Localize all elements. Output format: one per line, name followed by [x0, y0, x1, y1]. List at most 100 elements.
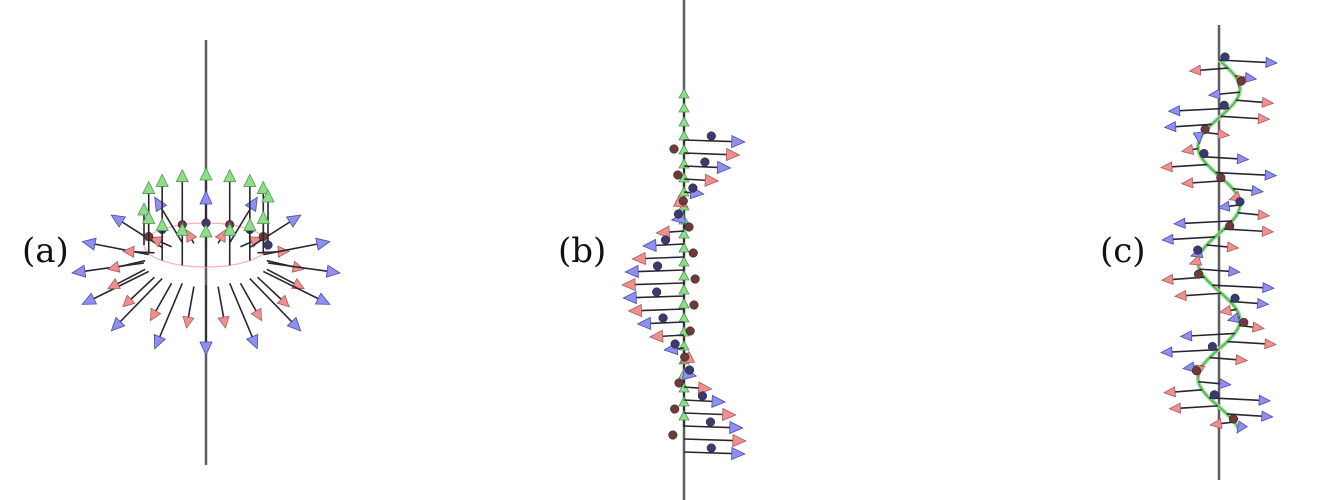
double-helix-arrow-shaft	[1230, 308, 1237, 312]
axis-green-arrow	[678, 410, 690, 427]
double-helix-arrow-head	[1218, 304, 1232, 316]
double-helix-arrow-head	[1261, 225, 1275, 237]
helix-ball	[670, 339, 680, 349]
ring-pink-arrow	[217, 286, 230, 329]
axis-green-arrow-head	[678, 102, 690, 113]
ring-green-arrow-head	[223, 168, 237, 183]
ring-pink-arrow-shaft	[257, 276, 282, 300]
panel-a-arrow-field	[71, 167, 341, 356]
ring-green-arrow-head	[223, 222, 237, 236]
double-helix-arrow	[1174, 289, 1222, 302]
axis-green-arrow-head	[678, 144, 690, 155]
ring-pink-arrow-head	[250, 307, 262, 322]
ring-blue-arrow	[199, 285, 213, 356]
double-helix-arrow	[1163, 121, 1212, 133]
double-helix-arrow	[1232, 184, 1264, 197]
ring-blue-arrow-head	[285, 214, 302, 228]
ring-green-arrow	[243, 217, 257, 261]
double-helix-arrow	[1218, 304, 1237, 316]
ring-pink-arrow-head	[150, 307, 162, 322]
double-helix-ball	[1191, 366, 1201, 376]
ring-pink-arrow-shaft	[217, 286, 225, 318]
double-helix-arrow	[1198, 378, 1232, 390]
helix-arrow-shaft	[683, 425, 730, 429]
ring-blue-arrow	[110, 277, 163, 332]
helix-arrow-head	[732, 433, 747, 448]
helix-arrow-head	[711, 394, 727, 408]
ring-green-arrow-head	[137, 202, 151, 216]
ring-blue-arrow-shaft	[93, 270, 150, 300]
ring-blue-arrow-head	[81, 292, 98, 305]
double-helix-ball	[1207, 342, 1217, 352]
ring-pink-arrow-head	[276, 294, 290, 308]
helix-arrow	[683, 134, 746, 149]
ring-pink-arrow	[150, 282, 173, 322]
ring-pink-arrow	[107, 259, 146, 273]
helix-arrow	[636, 316, 685, 331]
ring-green-arrow	[223, 222, 237, 266]
double-helix-arrow	[1188, 254, 1203, 266]
ring-blue-arrow	[249, 214, 302, 249]
double-helix-arrow-shaft	[1191, 332, 1235, 337]
helix-ball	[674, 378, 684, 388]
helix-arrow-shaft	[683, 451, 732, 455]
double-helix-arrow-head	[1217, 128, 1231, 140]
ring-pink-arrow-shaft	[117, 268, 146, 285]
ring-blue-arrow-shaft	[249, 221, 291, 249]
panel-b-label: (b)	[558, 231, 606, 271]
helix-ball	[688, 183, 698, 193]
helix-ball	[669, 144, 679, 154]
ring-green-arrow	[175, 222, 189, 266]
axis-green-arrow-head	[678, 410, 690, 421]
double-helix-arrow	[1226, 410, 1274, 422]
helix-arrow	[683, 407, 737, 422]
helix-arrow	[683, 147, 741, 162]
double-helix-arrow	[1179, 330, 1235, 342]
helix-ball	[705, 417, 716, 427]
double-helix-arrow	[1207, 88, 1240, 100]
double-helix-ball	[1220, 52, 1230, 62]
double-helix-arrow-head	[1235, 354, 1249, 366]
helix-arrow-head	[641, 238, 657, 252]
ring-pink-arrow	[107, 268, 146, 290]
ring-green-arrow-head	[142, 210, 156, 224]
helix-arrow	[648, 329, 685, 343]
ring-pink-arrow-shaft	[266, 268, 295, 285]
double-helix-arrow-head	[1257, 112, 1271, 125]
ring-blue-arrow	[81, 270, 150, 305]
double-helix-ball	[1193, 269, 1204, 279]
helix-arrow-shaft	[650, 321, 685, 325]
helix-arrow-shaft	[683, 412, 723, 416]
helix-ball	[706, 443, 716, 453]
double-helix-arrow-shaft	[1212, 284, 1263, 289]
double-helix-arrow	[1237, 209, 1271, 221]
ring-pink-arrow-head	[107, 278, 121, 290]
ring-blue-arrow-head	[199, 190, 213, 205]
helix-arrow-shaft	[636, 295, 685, 299]
ring-blue-arrow	[228, 283, 259, 350]
double-helix-arrow-shaft	[1171, 163, 1208, 168]
double-helix-ball	[1236, 76, 1246, 86]
double-helix-arrow-head	[1163, 386, 1176, 398]
helix-arrow-shaft	[683, 152, 727, 156]
ring-blue-arrow-head	[81, 237, 97, 251]
double-helix-arrow-shaft	[1236, 99, 1263, 104]
double-helix-arrow-shaft	[1206, 244, 1228, 248]
ring-blue-arrow	[262, 270, 331, 305]
helix-arrow-head	[731, 134, 746, 149]
helix-arrow	[622, 290, 685, 305]
ring-blue-arrow-head	[315, 237, 331, 251]
ring-green-arrow-head	[243, 217, 257, 231]
double-helix-arrow	[1161, 233, 1216, 245]
panel-a-ring: (a)	[22, 40, 341, 465]
ring-pink-arrow-shaft	[217, 239, 221, 244]
double-helix-arrow-head	[1264, 338, 1277, 350]
helix-ball	[684, 365, 695, 375]
helix-arrow-shaft	[662, 334, 685, 338]
panel-c-arrow-field	[1160, 52, 1278, 434]
double-helix-arrow-shaft	[1232, 187, 1253, 192]
double-helix-arrow-head	[1188, 254, 1203, 266]
axis-green-arrow-head	[678, 256, 690, 267]
helix-ball	[670, 404, 680, 414]
